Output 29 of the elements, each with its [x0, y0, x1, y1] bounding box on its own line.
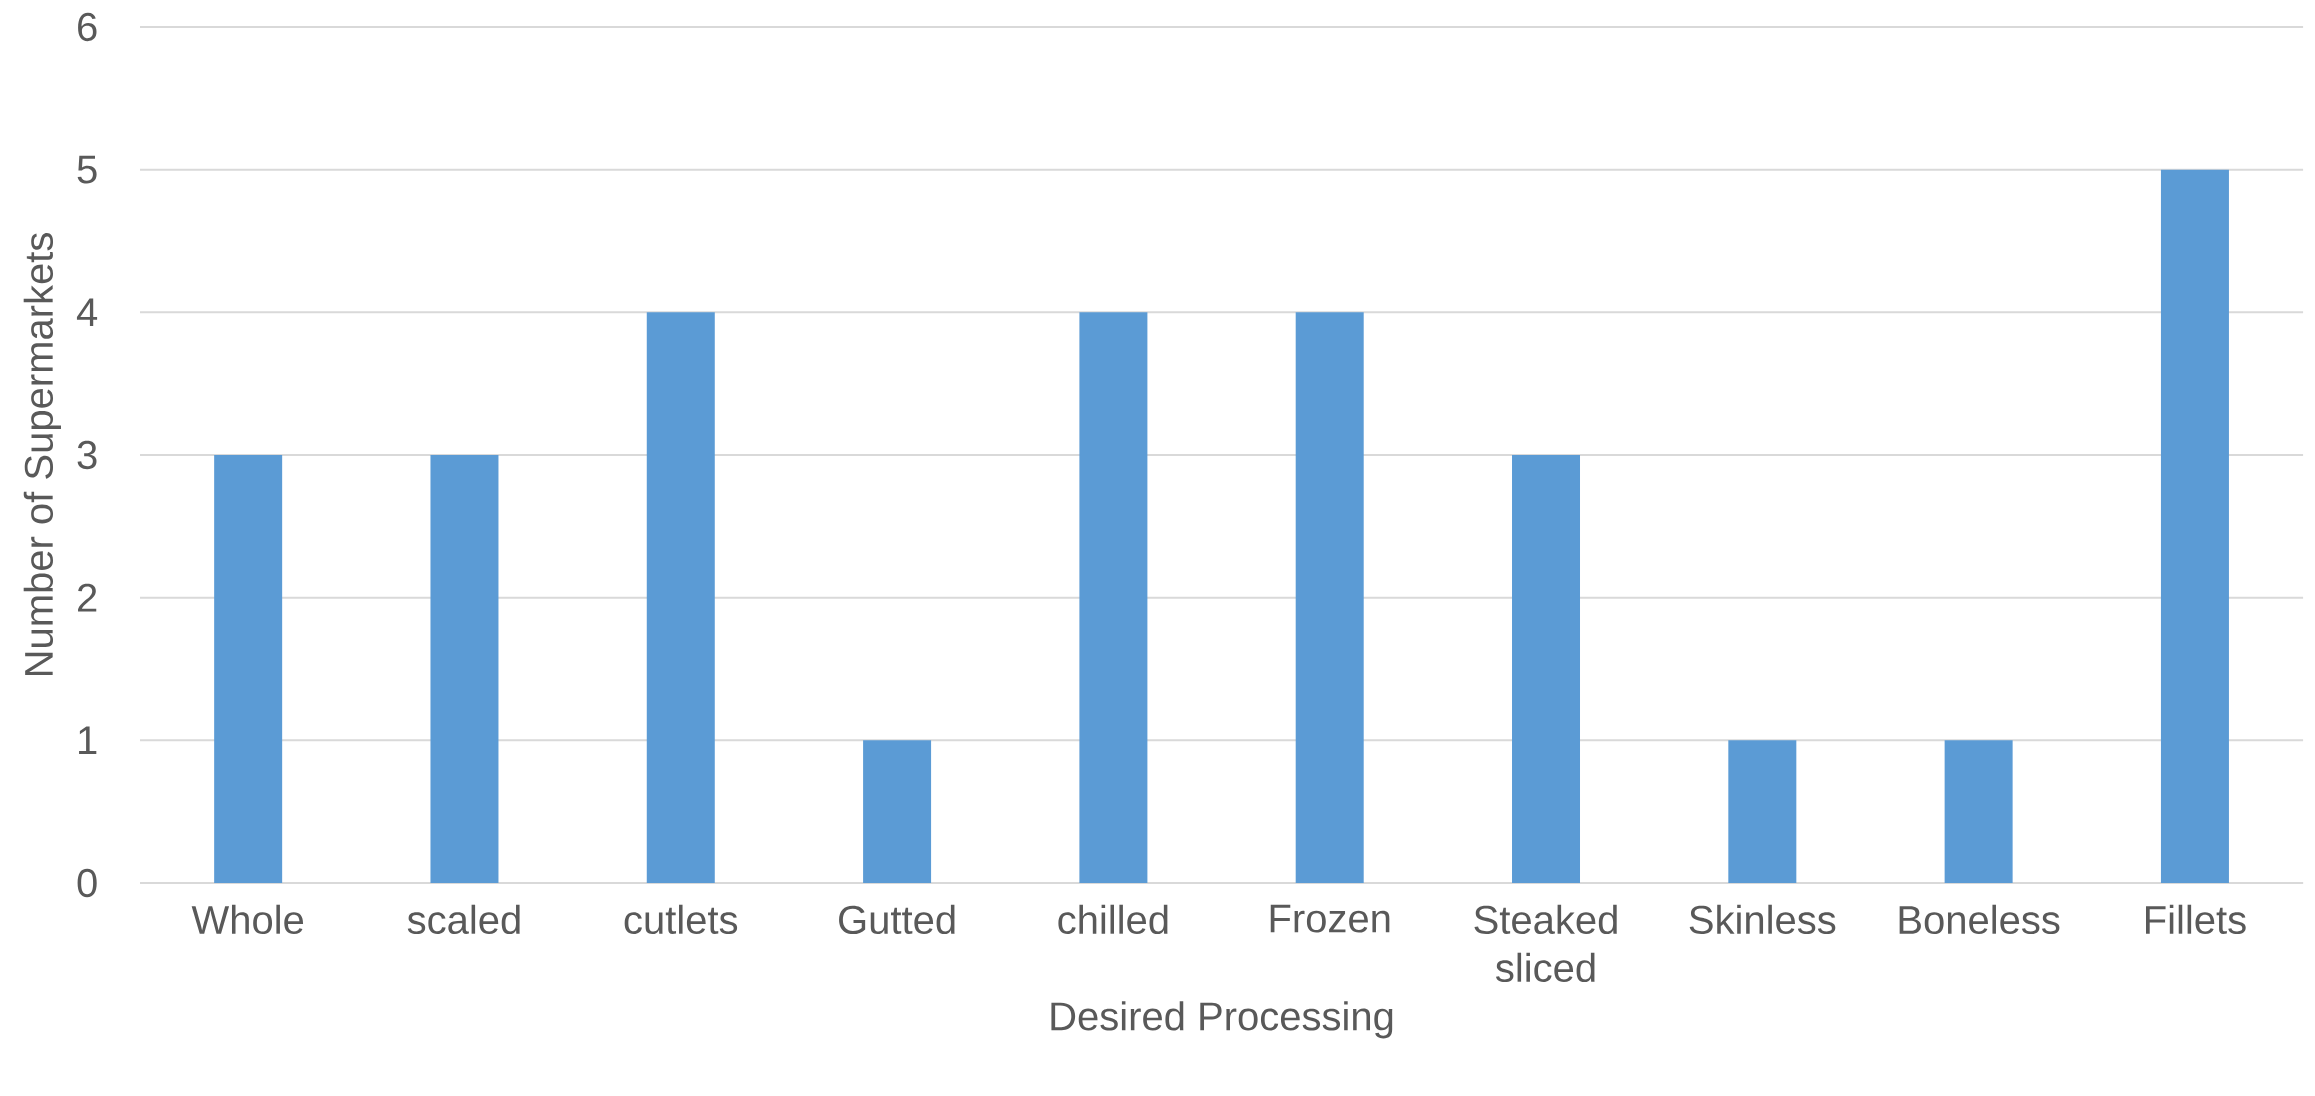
- bar: [863, 740, 932, 883]
- x-tick-label: Gutted: [839, 904, 955, 935]
- y-tick-label: 6: [78, 12, 97, 42]
- y-tick-label: 2: [78, 583, 97, 612]
- y-axis-title: Number of Supermarkets: [23, 233, 61, 676]
- y-tick-label: 1: [79, 726, 97, 755]
- x-tick-label: Fillets: [2146, 904, 2246, 935]
- x-tick-label: Boneless: [1899, 904, 2060, 935]
- bar: [1728, 740, 1797, 883]
- y-tick-label: 0: [77, 868, 97, 898]
- x-tick-label: Skinless: [1689, 904, 1836, 935]
- x-tick-label: chilled: [1058, 904, 1168, 935]
- x-tick-label: cutlets: [624, 904, 738, 935]
- y-tick-label: 3: [77, 440, 97, 470]
- bar: [646, 312, 715, 883]
- x-axis-title: Desired Processing: [1051, 1001, 1393, 1039]
- y-tick-label: 4: [76, 298, 98, 327]
- bar: [214, 454, 283, 883]
- bar: [1295, 312, 1364, 883]
- bar: [1512, 454, 1581, 883]
- x-tick-label: Whole: [191, 904, 304, 935]
- x-tick-label: Steaked sliced: [1474, 904, 1617, 983]
- x-tick-label: Frozen: [1270, 904, 1390, 933]
- x-tick-label: scaled: [407, 904, 520, 935]
- bar: [1944, 740, 2013, 883]
- bar: [2160, 169, 2229, 883]
- y-tick-label: 5: [77, 155, 97, 184]
- bar: [1079, 312, 1148, 883]
- bar: [430, 454, 499, 883]
